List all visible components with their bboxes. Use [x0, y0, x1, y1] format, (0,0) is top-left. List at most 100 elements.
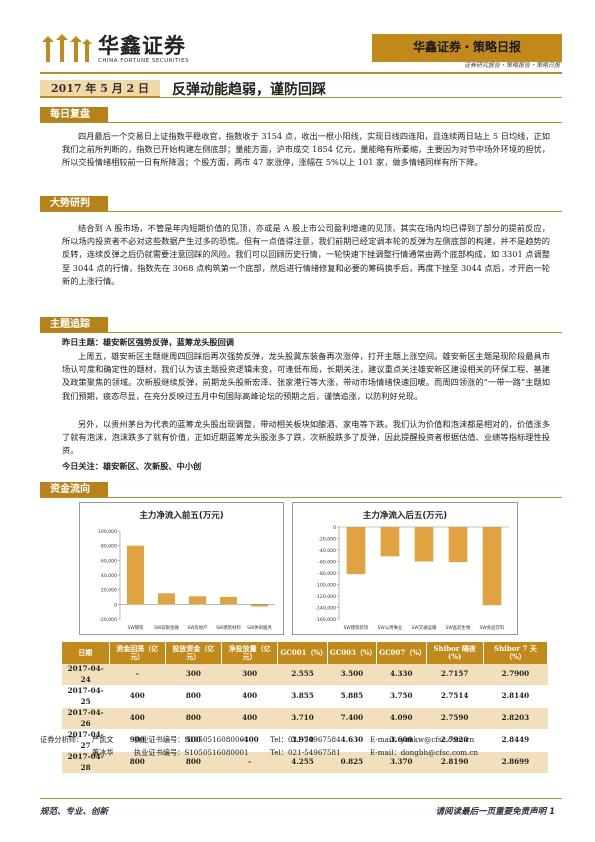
bar: [126, 545, 145, 605]
company-name-cn: 华鑫证券: [98, 34, 186, 58]
chart-top5-outflow-plot: 0 -20,000 -40,000 -60,000 -80,000 -100,000 -12…: [315, 525, 509, 631]
y-tick-label: 0: [114, 602, 117, 608]
category-label: SW建筑装饰: [344, 624, 369, 631]
table-cell: -: [221, 751, 278, 774]
section-divider: [40, 122, 562, 123]
table-row: 2017-04-24-300 300 2.555 3.500 4.330 2.7157 2.…: [62, 664, 548, 686]
table-cell: 800: [165, 751, 222, 774]
company-name-en: CHINA FORTUNE SECURITIES: [98, 58, 190, 64]
table-cell: 800: [165, 685, 222, 708]
theme-paragraph-2: 另外，以贵州茅台为代表的蓝筹龙头股出现调整，带动相关板块如酿酒、家电等下跌。我们…: [62, 419, 550, 456]
bar: [448, 527, 468, 563]
bar: [157, 593, 176, 605]
yesterday-theme-label: 昨日主题：雄安新区强势反弹，蓝筹龙头股回调: [62, 337, 234, 347]
analyst-row: 证券分析师： 严凯文 执业证书编号：S1050516080001 Tel：021-54…: [40, 733, 478, 746]
table-cell: 2.7157: [426, 664, 484, 686]
bar: [482, 527, 502, 606]
report-headline: 反弹动能趋弱，谨防回踩: [172, 82, 326, 98]
daily-review-text: 四月最后一个交易日上证指数平稳收官，指数收于 3154 点，收出一根小阳线，实现…: [62, 131, 550, 168]
table-cell: 5.885: [327, 685, 377, 708]
table-header-cell: GC007（%）: [376, 642, 427, 664]
table-row: 2017-04-25 400 800 400 3.855 5.885 3.750 2.7514…: [62, 685, 548, 708]
bar: [219, 597, 238, 605]
table-cell: 2.7900: [483, 664, 548, 686]
analyst-name: 严凯文: [92, 735, 114, 744]
bar: [346, 527, 366, 575]
today-focus-label: 今日关注：雄安新区、次新股、中小创: [62, 461, 202, 471]
y-tick-label: -120,000: [315, 594, 336, 600]
table-header-cell: 日期: [62, 642, 110, 664]
chart-title: 主力净流入后五(万元): [362, 511, 448, 521]
table-cell: 2017-04-25: [62, 685, 110, 708]
table-cell: 2.8190: [426, 751, 484, 774]
chart-top5-inflow-plot: 100,000 80,000 60,000 40,000 20,000 0 -20,000 S…: [98, 529, 275, 631]
table-header-cell: 投放资金（亿元）: [165, 642, 222, 664]
table-cell: 4.330: [376, 664, 426, 686]
table-cell: 300: [165, 664, 222, 686]
y-tick-label: 40,000: [101, 573, 117, 579]
analyst-name: 董冰华: [92, 748, 114, 757]
bar: [380, 527, 400, 557]
table-cell: 2017-04-26: [62, 707, 110, 730]
section-header-trend: 大势研判: [40, 196, 562, 212]
money-market-table: 日期 资金回笼（亿元） 投放资金（亿元） 净投放量（亿元） GC001（%） GC003（…: [62, 642, 549, 774]
table-cell: 2.7590: [426, 707, 484, 730]
trend-analysis-text: 结合到 A 股市场，不管是年内短期价值的见顶，亦或是 A 股上市公司盈利增速的见…: [62, 223, 550, 286]
table-header-row: 日期 资金回笼（亿元） 投放资金（亿元） 净投放量（亿元） GC001（%） GC003（…: [62, 642, 549, 664]
category-label: SW休闲服务: [247, 624, 272, 631]
table-header-cell: GC001（%）: [277, 642, 328, 664]
category-label: SW交通运输: [412, 624, 437, 631]
title-divider: [40, 97, 562, 98]
table-cell: -400: [221, 729, 278, 752]
page-header: 华鑫证券 CHINA FORTUNE SECURITIES 华鑫证券・策略日报 …: [0, 0, 595, 78]
table-cell: 800: [165, 707, 222, 730]
y-tick-label: 100,000: [98, 529, 117, 535]
category-label: SW公用事业: [378, 624, 403, 631]
category-label: SW钢铁: [128, 624, 145, 631]
report-type-banner: 华鑫证券・策略日报: [372, 34, 562, 62]
section-title: 主题追踪: [40, 317, 108, 333]
table-cell: 2017-04-28: [62, 751, 110, 774]
title-row: 2017 年 5 月 2 日 反弹动能趋弱，谨防回踩: [40, 80, 562, 98]
table-cell: 4.090: [376, 707, 426, 730]
analyst-cert: 执业证书编号：S1050516080001: [134, 735, 249, 744]
chart-title: 主力净流入前五(万元): [139, 511, 224, 521]
analyst-email: E-mail：dongbh@cfsc.com.cn: [370, 748, 479, 757]
table-cell: 3.600: [376, 729, 426, 752]
table-cell: 300: [221, 664, 278, 686]
analyst-tel: Tel：021-54967584: [270, 735, 341, 744]
section-header-theme: 主题追踪: [40, 317, 562, 333]
table-cell: 2017-04-27: [62, 729, 110, 752]
table-cell: 2017-04-24: [62, 664, 110, 686]
section-title: 每日复盘: [40, 107, 108, 123]
table-header-cell: 净投放量（亿元）: [221, 642, 279, 664]
section-divider: [40, 211, 562, 212]
bar: [250, 604, 269, 607]
y-tick-label: 60,000: [101, 558, 117, 564]
bar: [188, 596, 207, 605]
analyst-info: 证券分析师： 严凯文 执业证书编号：S1050516080001 Tel：021-54…: [40, 733, 478, 759]
company-logo: 华鑫证券 CHINA FORTUNE SECURITIES: [40, 28, 240, 72]
table-cell: 3.855: [277, 685, 328, 708]
y-tick-label: -160,000: [315, 617, 336, 623]
table-cell: 400: [109, 707, 166, 730]
table-row: 2017-04-28 800 800-4.255 0.825 3.370 2.8190 2.…: [62, 751, 548, 774]
table-cell: 2.7514: [426, 685, 484, 708]
category-label: SW食品饮料: [480, 624, 505, 631]
category-label: SW医药生物: [446, 624, 471, 631]
footer-slogan: 规范、专业、创新: [40, 807, 109, 817]
table-cell: 2.8140: [483, 685, 548, 708]
y-tick-label: 0: [333, 525, 336, 531]
section-header-daily: 每日复盘: [40, 107, 562, 123]
y-tick-label: 80,000: [101, 544, 117, 550]
analyst-tel: Tel：021-54967581: [270, 748, 341, 757]
table-header-cell: Shibor 隔夜(%): [426, 642, 484, 664]
analyst-row: 董冰华 执业证书编号：S1050516080001 Tel：021-54967581…: [40, 746, 478, 759]
section-title: 资金流向: [40, 482, 108, 498]
table-cell: 7.400: [327, 707, 377, 730]
table-cell: 400: [221, 707, 278, 730]
category-label: SW房地产: [187, 624, 208, 631]
theme-paragraph-1: 上周五，雄安新区主题继周四回踩后再次强势反弹，龙头股冀东装备再次涨停，打开主题上…: [62, 351, 550, 401]
table-cell: 2.8203: [483, 707, 548, 730]
table-cell: 400: [109, 685, 166, 708]
